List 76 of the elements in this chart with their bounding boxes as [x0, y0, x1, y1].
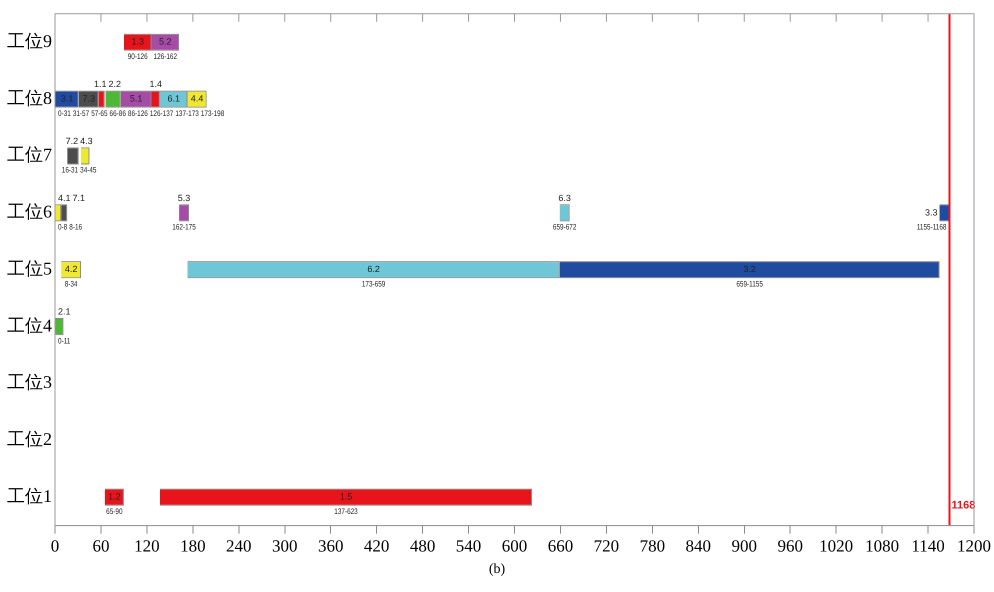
series-label: 1.4 [149, 79, 162, 90]
x-tick-label: 540 [456, 536, 482, 556]
x-tick-label: 60 [92, 536, 110, 556]
data-label: 0-8 [58, 222, 68, 232]
series-label: 5.1 [130, 94, 142, 104]
data-label: 34-45 [80, 164, 96, 175]
x-tick-label: 840 [686, 536, 712, 556]
x-tick-label: 900 [732, 536, 757, 556]
data-label: 126-137 [150, 108, 174, 118]
data-label: 8-16 [69, 222, 82, 232]
data-label: 16-31 [62, 164, 78, 175]
text: (b) [488, 562, 506, 578]
data-label: 126-162 [154, 51, 178, 62]
x-tick-label: 780 [640, 536, 666, 556]
series-label: 4.4 [190, 94, 204, 104]
data-label: 0-31 [58, 108, 71, 118]
data-label: 0-11 [58, 336, 70, 346]
x-tick-label: 120 [134, 536, 160, 556]
y-tick-label: 工位9 [7, 30, 52, 51]
data-label: 173-198 [200, 108, 224, 118]
x-tick-label: 0 [50, 536, 60, 556]
x-tick-label: 240 [226, 536, 252, 556]
y-tick-label: 工位3 [7, 372, 52, 392]
x-tick-label: 300 [272, 536, 298, 556]
series-label: 2.2 [108, 79, 121, 90]
data-label: 57-65 [91, 108, 108, 118]
series-label: 1.3 [131, 36, 144, 47]
data-label: 659-1155 [736, 278, 763, 289]
x-tick-label: 600 [502, 536, 528, 556]
x-tick-label: 1200 [957, 536, 991, 556]
data-label: 86-126 [128, 108, 148, 118]
data-label: 173-659 [362, 278, 386, 289]
data-label: 137-623 [334, 506, 358, 516]
series-label: 3.1 [60, 94, 74, 104]
data-label: 162-175 [172, 222, 196, 232]
data-label: 65-90 [106, 506, 123, 516]
series-label: 1.1 [94, 79, 106, 90]
x-tick-label: 420 [364, 536, 390, 556]
series-label: 7.2 [66, 136, 78, 146]
data-label: 31-57 [72, 108, 90, 118]
x-tick-label: 660 [548, 536, 574, 556]
series-label: 4.1 [58, 192, 71, 203]
data-label: 659-672 [552, 222, 576, 232]
series-label: 4.3 [80, 136, 93, 146]
data-label: 8-34 [64, 278, 78, 289]
data-label: 1155-1168 [916, 222, 946, 232]
data-label: 137-173 [175, 108, 199, 118]
x-tick-label: 360 [318, 536, 344, 556]
series-label: 3.2 [743, 264, 756, 274]
y-tick-label: 工位2 [7, 429, 52, 450]
series-label: 7.1 [72, 192, 86, 203]
x-tick-label: 1080 [865, 536, 900, 556]
y-tick-label: 工位5 [7, 258, 52, 278]
series-label: 5.2 [159, 36, 172, 47]
series-label: 1.2 [108, 492, 121, 502]
series-label: 1.5 [340, 492, 352, 502]
y-tick-label: 工位4 [7, 315, 52, 336]
series-label: 4.2 [64, 264, 78, 274]
series-label: 2.1 [58, 306, 71, 317]
x-tick-label: 480 [410, 536, 436, 556]
x-tick-label: 1020 [819, 536, 854, 556]
data-label: 66-86 [110, 108, 126, 118]
y-tick-label: 工位1 [7, 486, 52, 506]
series-label: 6.1 [167, 94, 180, 104]
series-label: 6.3 [558, 192, 571, 203]
series-label: 6.2 [367, 264, 380, 274]
y-tick-label: 工位7 [7, 144, 52, 165]
series-label: 5.3 [178, 192, 190, 203]
x-tick-label: 960 [777, 536, 803, 556]
y-tick-label: 工位6 [7, 202, 52, 222]
series-label: 3.3 [925, 207, 938, 218]
x-tick-label: 1140 [911, 536, 945, 556]
y-tick-label: 工位8 [7, 88, 52, 108]
x-tick-label: 180 [180, 536, 206, 556]
data-label: 90-126 [128, 51, 148, 62]
x-tick-label: 720 [594, 536, 620, 556]
